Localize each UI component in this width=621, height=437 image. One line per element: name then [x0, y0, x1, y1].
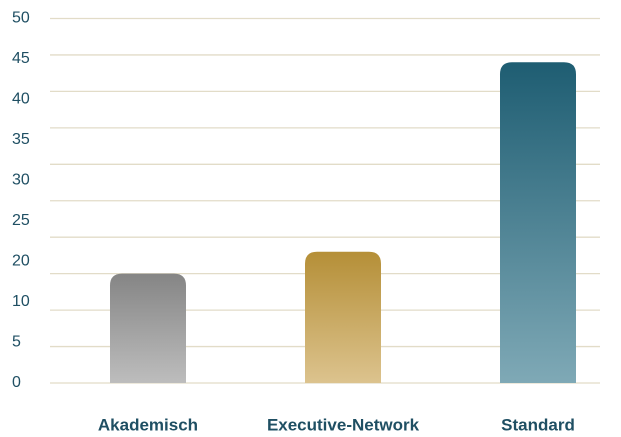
y-tick-label: 0 [12, 374, 21, 391]
bar [110, 273, 186, 383]
bar [500, 62, 576, 384]
y-tick-label: 40 [12, 91, 30, 108]
x-tick-label: Executive-Network [267, 415, 420, 434]
y-tick-label: 30 [12, 172, 30, 189]
x-tick-label: Standard [501, 415, 575, 434]
y-tick-label: 45 [12, 50, 30, 67]
y-tick-label: 35 [12, 131, 30, 148]
y-tick-label: 5 [12, 334, 21, 351]
bar [305, 251, 381, 383]
y-tick-label: 25 [12, 212, 30, 229]
y-tick-label: 50 [12, 10, 30, 27]
x-tick-label: Akademisch [98, 415, 198, 434]
y-tick-label: 20 [12, 253, 30, 270]
y-tick-label: 10 [12, 293, 30, 310]
